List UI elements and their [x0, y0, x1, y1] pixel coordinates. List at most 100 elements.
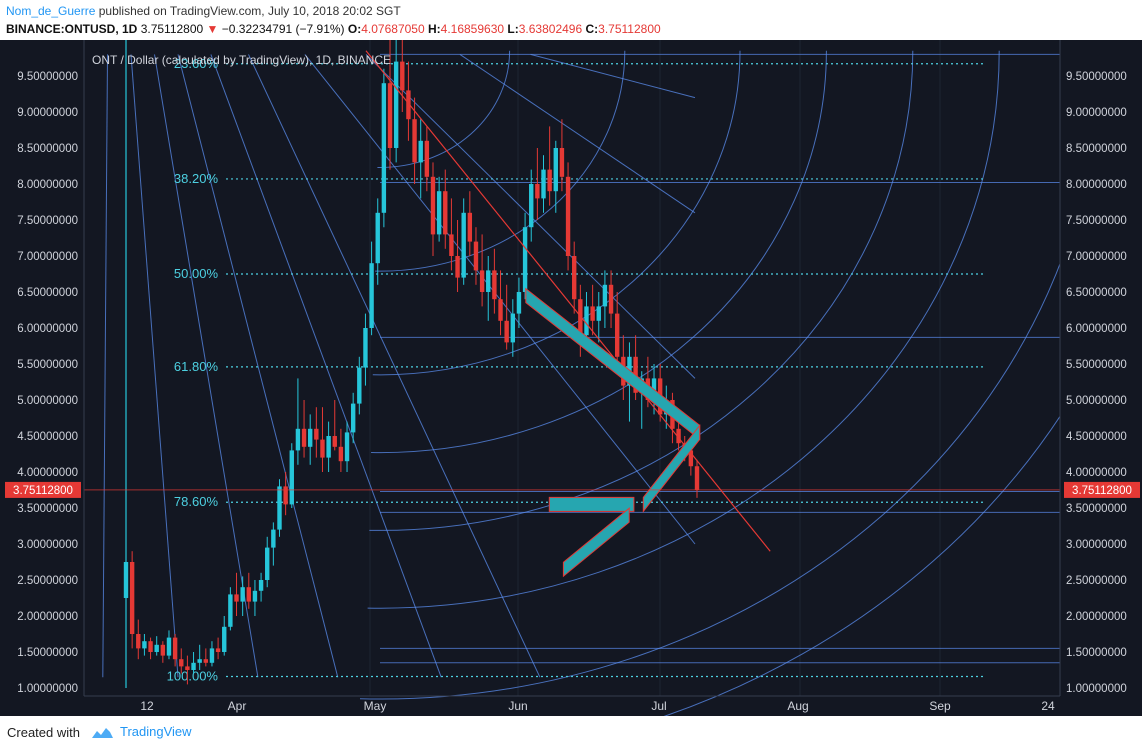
- candle: [203, 648, 209, 667]
- y-tick-label-right: 7.00000000: [1066, 251, 1127, 263]
- candle: [234, 572, 239, 616]
- y-tick-label-left: 6.00000000: [17, 323, 78, 335]
- y-tick-label-right: 8.00000000: [1066, 179, 1127, 191]
- footer: Created with TradingView: [0, 716, 1142, 750]
- candle-body: [449, 234, 454, 256]
- close-label: C:: [585, 22, 599, 36]
- symbol-label: BINANCE:ONTUSD, 1D: [6, 22, 138, 36]
- candle: [265, 536, 270, 588]
- y-tick-label-right: 2.50000000: [1066, 575, 1127, 587]
- candle: [357, 356, 362, 415]
- candle-body: [326, 436, 331, 458]
- candle: [320, 407, 325, 472]
- candle-body: [277, 486, 282, 530]
- candle: [424, 126, 430, 192]
- y-tick-label-right: 1.00000000: [1066, 683, 1127, 695]
- candle: [430, 162, 436, 256]
- candle-body: [154, 644, 159, 652]
- candle-body: [473, 241, 479, 271]
- price-badge-label: 3.75112800: [13, 485, 73, 497]
- y-tick-label-right: 3.50000000: [1066, 503, 1127, 515]
- y-tick-label-left: 9.00000000: [17, 107, 78, 119]
- candle-body: [129, 562, 135, 634]
- down-arrow-icon: ▼: [206, 22, 219, 36]
- candle: [535, 148, 540, 220]
- candle-body: [136, 634, 141, 649]
- y-tick-label-left: 2.00000000: [17, 611, 78, 623]
- candle: [492, 248, 497, 314]
- gann-arc: [375, 50, 626, 272]
- candle-body: [492, 270, 497, 300]
- candle: [154, 636, 159, 656]
- tradingview-cloud-icon: [92, 727, 113, 738]
- candle-body: [694, 466, 700, 490]
- candle-body: [191, 662, 196, 670]
- candle-body: [430, 176, 436, 235]
- candle: [301, 400, 307, 458]
- y-tick-label-right: 5.00000000: [1066, 395, 1127, 407]
- candle-body: [252, 590, 258, 602]
- candle-body: [215, 648, 221, 652]
- price-chart[interactable]: 23.60% 38.20% 50.00% 61.80% 78.60% 100.00% 9.…: [0, 40, 1142, 750]
- candle-body: [283, 486, 288, 505]
- candle: [375, 198, 380, 285]
- candle-body: [522, 227, 528, 292]
- candle-body: [240, 587, 245, 602]
- candle-body: [332, 436, 337, 447]
- x-tick-label: May: [364, 699, 387, 713]
- candle: [191, 652, 196, 674]
- low-label: L:: [507, 22, 519, 36]
- created-with-label: Created with: [7, 725, 80, 740]
- y-tick-label-right: 9.50000000: [1066, 71, 1127, 83]
- candle-body: [381, 83, 387, 213]
- candle: [160, 641, 166, 663]
- candle: [179, 648, 184, 674]
- gann-fan-line: [459, 53, 696, 214]
- right-axis-panel: [1060, 40, 1142, 716]
- author-link[interactable]: Nom_de_Guerre: [6, 4, 96, 18]
- candle-body: [455, 256, 460, 278]
- candle: [529, 169, 534, 242]
- candle-body: [467, 212, 473, 242]
- price-badge-label: 3.75112800: [1072, 485, 1132, 497]
- candle: [228, 587, 233, 631]
- candle-body: [197, 659, 202, 663]
- gann-fan-line: [102, 54, 108, 678]
- candle-body: [209, 648, 215, 663]
- candle-body: [535, 184, 540, 199]
- high-label: H:: [427, 22, 441, 36]
- candle: [461, 198, 466, 285]
- gann-fan-line: [177, 54, 339, 678]
- candle-body: [590, 306, 595, 321]
- x-tick-label: Aug: [787, 699, 808, 713]
- fib-level-label: 38.20%: [174, 171, 219, 186]
- candle: [326, 421, 331, 472]
- brand-label: TradingView: [120, 724, 192, 739]
- candle: [148, 637, 153, 660]
- close-value: 3.75112800: [598, 22, 661, 36]
- candle: [436, 176, 442, 242]
- candle-body: [424, 140, 430, 177]
- candle: [283, 472, 288, 516]
- candle: [418, 119, 423, 199]
- candle: [473, 227, 479, 285]
- candle: [406, 61, 411, 141]
- y-tick-label-left: 3.50000000: [17, 503, 78, 515]
- candle: [197, 644, 202, 670]
- candle: [387, 40, 393, 170]
- candle-body: [357, 367, 362, 404]
- tradingview-brand[interactable]: TradingView: [88, 724, 192, 739]
- chart-frame[interactable]: 23.60% 38.20% 50.00% 61.80% 78.60% 100.00% 9.…: [0, 40, 1142, 750]
- gann-fan-line: [248, 54, 541, 678]
- x-tick-label: Apr: [228, 699, 247, 713]
- candle: [277, 479, 282, 537]
- candle: [222, 616, 227, 656]
- candle: [486, 256, 491, 321]
- y-tick-label-left: 3.00000000: [17, 539, 78, 551]
- candle-body: [516, 292, 522, 314]
- candle: [479, 234, 485, 307]
- gann-arc: [367, 50, 1000, 609]
- candle: [443, 169, 448, 249]
- y-tick-label-right: 7.50000000: [1066, 215, 1127, 227]
- candle-body: [314, 428, 319, 440]
